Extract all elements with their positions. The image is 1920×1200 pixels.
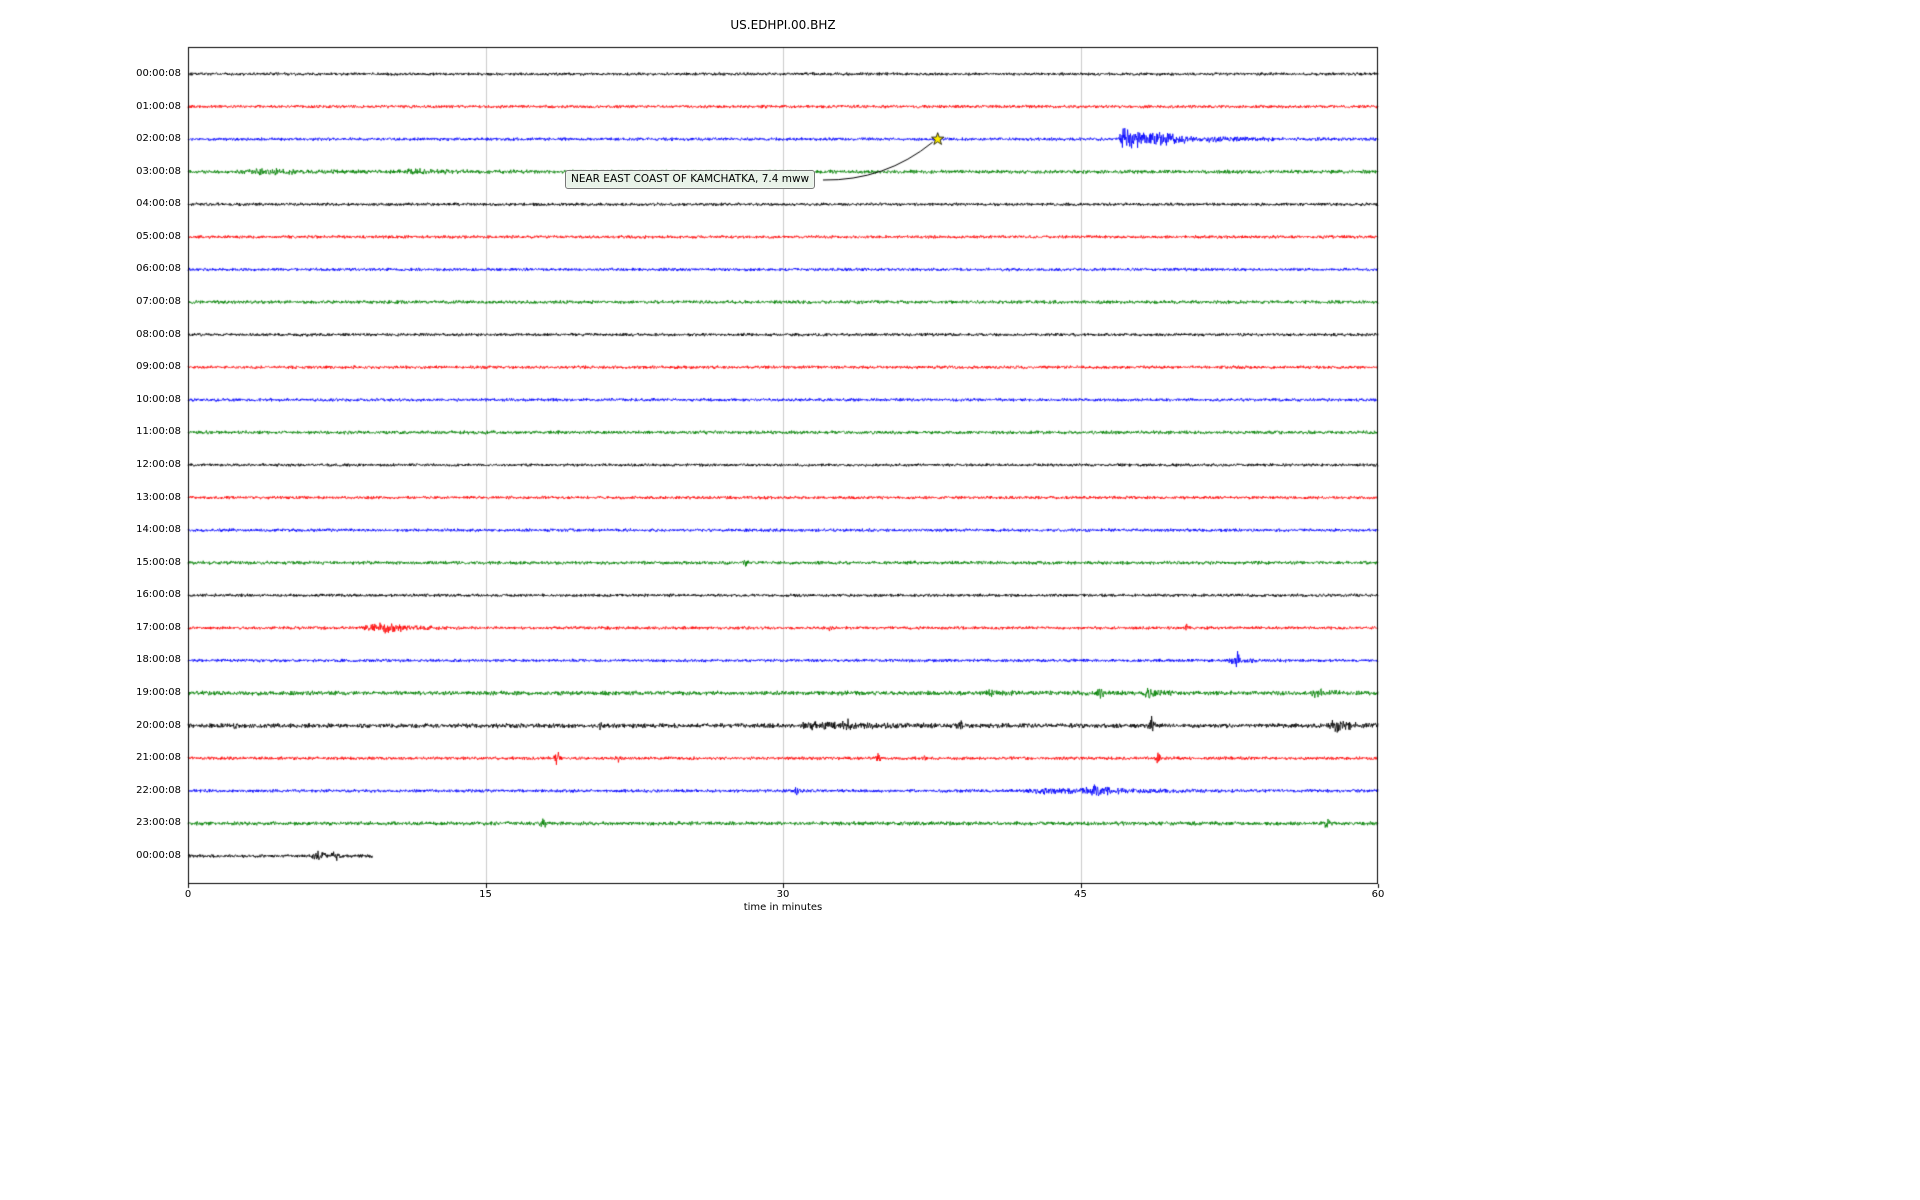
row-label: 22:00:08 xyxy=(136,784,181,796)
x-axis-label: time in minutes xyxy=(743,902,823,913)
x-tick-label: 15 xyxy=(479,889,492,900)
row-label: 13:00:08 xyxy=(136,491,181,503)
row-label: 01:00:08 xyxy=(136,100,181,112)
row-label: 08:00:08 xyxy=(136,328,181,340)
row-label: 03:00:08 xyxy=(136,165,181,177)
x-tick-label: 45 xyxy=(1074,889,1087,900)
row-label: 20:00:08 xyxy=(136,719,181,731)
row-label: 06:00:08 xyxy=(136,263,181,275)
row-label: 02:00:08 xyxy=(136,133,181,145)
row-label: 10:00:08 xyxy=(136,393,181,405)
chart-title: US.EDHPI.00.BHZ xyxy=(730,18,836,32)
row-label: 12:00:08 xyxy=(136,458,181,470)
row-label: 19:00:08 xyxy=(136,687,181,699)
row-label: 00:00:08 xyxy=(136,68,181,79)
row-label: 23:00:08 xyxy=(136,817,181,829)
event-annotation-text: NEAR EAST COAST OF KAMCHATKA, 7.4 mww xyxy=(571,173,810,185)
row-label: 15:00:08 xyxy=(136,556,181,568)
row-label: 09:00:08 xyxy=(136,361,181,373)
row-label: 16:00:08 xyxy=(136,589,181,601)
x-tick-label: 30 xyxy=(776,889,790,900)
row-label: 05:00:08 xyxy=(136,230,181,242)
row-label: 04:00:08 xyxy=(136,198,181,210)
row-label: 21:00:08 xyxy=(136,752,181,764)
row-label: 17:00:08 xyxy=(136,621,181,633)
x-tick-label: 0 xyxy=(184,889,192,900)
row-label: 14:00:08 xyxy=(136,524,181,536)
row-label: 18:00:08 xyxy=(136,654,181,666)
row-label: 07:00:08 xyxy=(136,296,181,308)
row-label: 00:00:08 xyxy=(136,849,181,861)
event-annotation: NEAR EAST COAST OF KAMCHATKA, 7.4 mww xyxy=(565,170,816,189)
row-label: 11:00:08 xyxy=(136,426,181,438)
x-tick-label: 60 xyxy=(1371,889,1385,900)
